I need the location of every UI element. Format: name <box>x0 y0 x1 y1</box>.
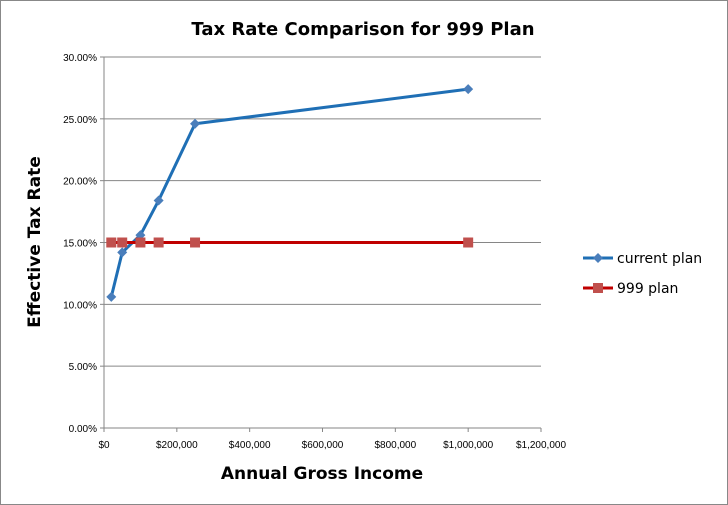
y-tick-label: 5.00% <box>69 362 97 373</box>
x-tick-label: $1,000,000 <box>443 440 493 451</box>
legend-label: current plan <box>617 251 702 267</box>
x-tick-label: $200,000 <box>156 440 198 451</box>
data-point-square <box>463 237 474 248</box>
legend-marker-square <box>593 283 603 293</box>
data-point-square <box>106 237 117 248</box>
data-point-square <box>190 237 201 248</box>
x-tick-label: $1,200,000 <box>516 440 566 451</box>
legend-label: 999 plan <box>617 281 678 297</box>
x-tick-label: $400,000 <box>229 440 271 451</box>
data-point-diamond <box>106 291 117 302</box>
data-point-square <box>135 237 146 248</box>
series-line <box>109 87 469 298</box>
y-axis-label: Effective Tax Rate <box>25 156 45 327</box>
series-999-plan <box>106 237 474 248</box>
data-point-square <box>153 237 164 248</box>
legend-marker-diamond <box>593 253 603 263</box>
data-point-diamond <box>190 118 201 129</box>
x-axis-label: Annual Gross Income <box>221 464 423 484</box>
x-tick-label: $0 <box>98 440 110 451</box>
chart-title: Tax Rate Comparison for 999 Plan <box>191 19 534 40</box>
series-current-plan <box>106 84 474 302</box>
y-tick-label: 30.00% <box>63 53 97 64</box>
x-tick-label: $600,000 <box>302 440 344 451</box>
y-tick-label: 20.00% <box>63 177 97 188</box>
data-point-diamond <box>463 84 474 95</box>
y-tick-label: 0.00% <box>69 424 97 435</box>
y-tick-label: 10.00% <box>63 300 97 311</box>
y-tick-label: 25.00% <box>63 115 97 126</box>
x-tick-label: $800,000 <box>374 440 416 451</box>
y-tick-label: 15.00% <box>63 239 97 250</box>
data-point-diamond <box>153 195 164 206</box>
data-point-square <box>117 237 128 248</box>
data-point-diamond <box>117 247 128 258</box>
